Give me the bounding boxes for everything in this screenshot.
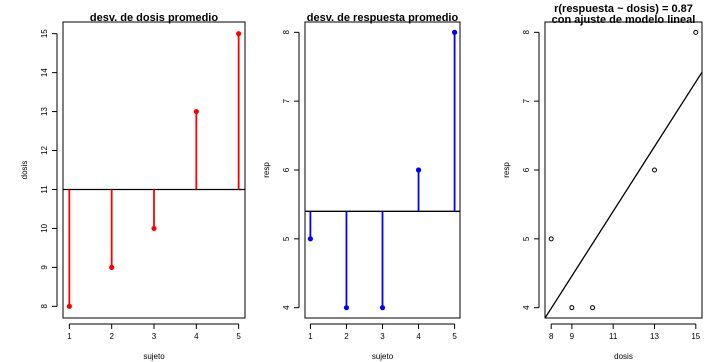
data-point: [379, 305, 386, 311]
x-tick-label: 15: [691, 332, 700, 341]
data-point: [693, 29, 699, 35]
data-point: [569, 305, 575, 311]
y-tick-label: 5: [282, 236, 291, 241]
y-tick-label: 5: [522, 236, 531, 241]
y-tick-label: 14: [40, 68, 49, 77]
x-tick-label: 4: [416, 332, 421, 341]
data-point: [451, 29, 458, 35]
chart-panel-2: desv. de respuesta promedio 1 2 3 4 5 sujeto 4 5…: [262, 12, 461, 361]
x-tick-label: 11: [609, 332, 618, 341]
data-point: [307, 236, 314, 242]
x-tick-label: 4: [194, 332, 199, 341]
x-tick-label: 2: [344, 332, 349, 341]
y-tick-label: 7: [522, 98, 531, 103]
y-tick-label: 6: [522, 167, 531, 172]
x-axis-title: sujeto: [372, 352, 394, 361]
x-axis-title: dosis: [614, 352, 633, 361]
chart-title: con ajuste de modelo lineal: [552, 14, 696, 26]
x-tick-label: 9: [570, 332, 575, 341]
plot-area: [545, 29, 702, 318]
y-tick-label: 15: [40, 29, 49, 38]
y-tick-label: 10: [40, 223, 49, 232]
plot-frame: [544, 21, 703, 319]
y-tick-label: 6: [282, 167, 291, 172]
data-point: [109, 264, 115, 270]
plot-frame: [304, 21, 461, 319]
plot-frame: [62, 21, 246, 319]
data-point: [343, 305, 350, 311]
y-tick-label: 7: [282, 98, 291, 103]
data-point: [66, 303, 72, 309]
y-tick-label: 11: [40, 185, 49, 194]
data-point: [151, 225, 157, 232]
chart-title: r(respuesta ~ dosis) = 0.87: [554, 3, 693, 15]
y-axis-title: dosis: [20, 161, 29, 180]
y-tick-label: 8: [522, 30, 531, 35]
x-tick-label: 5: [236, 332, 241, 341]
x-axis-title: sujeto: [143, 352, 165, 361]
y-tick-label: 4: [282, 305, 291, 310]
data-point: [193, 108, 199, 115]
x-tick-label: 5: [452, 332, 457, 341]
y-tick-label: 9: [40, 265, 49, 270]
y-axis-title: resp: [262, 162, 271, 178]
data-point: [548, 236, 554, 242]
x-tick-label: 1: [308, 332, 313, 341]
y-tick-label: 13: [40, 107, 49, 116]
data-point: [236, 31, 242, 37]
x-tick-label: 3: [152, 332, 157, 341]
y-axis-title: resp: [502, 162, 511, 178]
data-point: [651, 167, 657, 173]
plot-area: [63, 31, 245, 309]
y-tick-label: 12: [40, 146, 49, 155]
x-tick-label: 2: [109, 332, 114, 341]
data-point: [590, 305, 596, 311]
data-point: [415, 167, 422, 173]
y-tick-label: 4: [522, 305, 531, 310]
chart-title: desv. de respuesta promedio: [307, 12, 459, 24]
x-tick-label: 8: [549, 332, 554, 341]
x-tick-label: 3: [380, 332, 385, 341]
y-tick-label: 8: [282, 30, 291, 35]
x-tick-label: 13: [650, 332, 659, 341]
chart-title: desv. de dosis promedio: [90, 12, 218, 24]
y-tick-label: 8: [40, 304, 49, 309]
fit-line: [545, 71, 702, 318]
x-tick-label: 1: [67, 332, 72, 341]
plot-area: [305, 29, 460, 311]
